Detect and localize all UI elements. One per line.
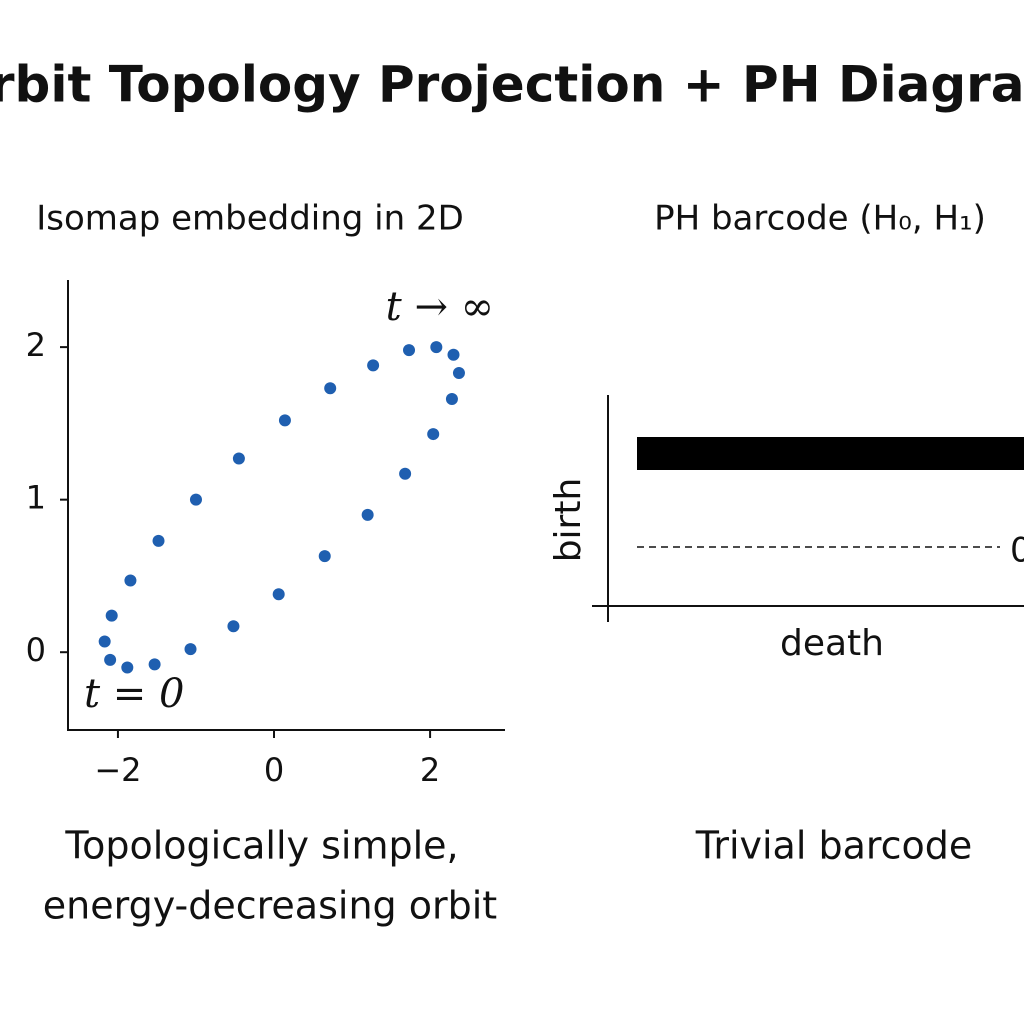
- y-tick-label: 2: [26, 326, 46, 364]
- point: [324, 382, 337, 395]
- point: [318, 550, 331, 563]
- point: [447, 348, 460, 361]
- point: [104, 653, 117, 666]
- y-tick-label: 1: [26, 479, 46, 517]
- point: [452, 367, 465, 380]
- point: [272, 588, 285, 601]
- point: [427, 428, 440, 441]
- point: [124, 574, 137, 587]
- y-tick-label: 0: [26, 631, 46, 669]
- point: [399, 467, 412, 480]
- annotation: t = 0: [84, 671, 184, 717]
- dashed-line-label: 0: [1010, 531, 1024, 571]
- point: [184, 643, 197, 656]
- caption: Trivial barcode: [695, 824, 973, 868]
- panel-title: Isomap embedding in 2D: [36, 199, 464, 239]
- point: [227, 620, 240, 633]
- x-axis-label: death: [780, 623, 884, 664]
- y-axis-label: birth: [548, 478, 589, 563]
- point: [98, 635, 111, 648]
- x-tick-label: −2: [94, 751, 141, 789]
- point: [189, 493, 202, 506]
- point: [278, 414, 291, 427]
- caption: energy-decreasing orbit: [43, 884, 497, 928]
- figure-title: Orbit Topology Projection + PH Diagram: [0, 56, 1024, 114]
- point: [105, 609, 118, 622]
- panel-title: PH barcode (H₀, H₁): [654, 199, 986, 239]
- point: [152, 534, 165, 547]
- point: [445, 392, 458, 405]
- point: [367, 359, 380, 372]
- x-tick-label: 0: [264, 751, 284, 789]
- point: [232, 452, 245, 465]
- point: [403, 344, 416, 357]
- annotation: t → ∞: [386, 284, 494, 330]
- caption: Topologically simple,: [64, 824, 458, 868]
- point: [148, 658, 161, 671]
- point: [430, 341, 443, 354]
- barcode-bar: [637, 437, 1024, 470]
- point: [361, 508, 374, 521]
- point: [121, 661, 134, 674]
- x-tick-label: 2: [420, 751, 440, 789]
